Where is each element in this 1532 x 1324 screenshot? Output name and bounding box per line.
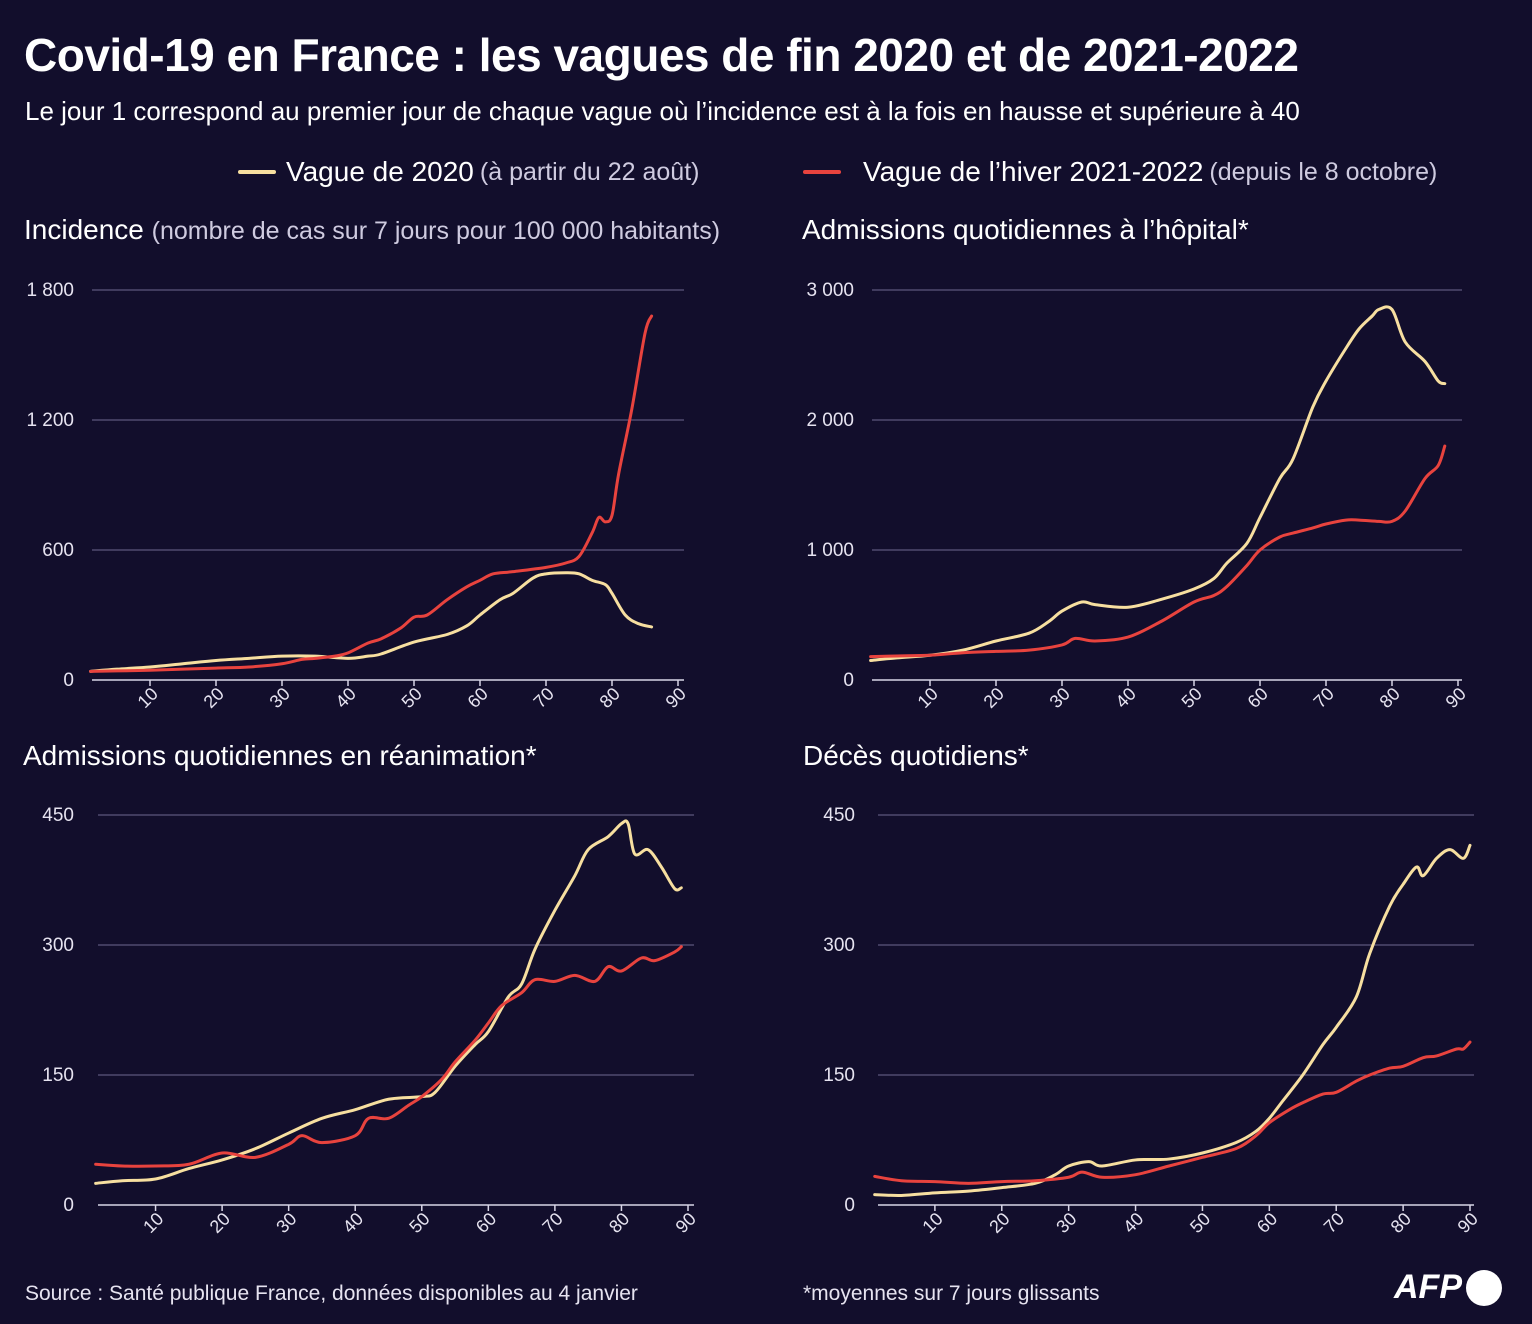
x-tick-label: 60 [1253, 1209, 1281, 1237]
chart-subtitle: Le jour 1 correspond au premier jour de … [25, 96, 1300, 126]
y-tick-label: 300 [42, 935, 74, 956]
x-tick-label: 90 [1442, 684, 1470, 712]
y-tick-label: 0 [844, 1195, 855, 1216]
x-tick-label: 50 [398, 684, 426, 712]
y-tick-label: 2 000 [806, 410, 854, 431]
x-tick-label: 40 [1112, 684, 1140, 712]
x-tick-label: 40 [332, 684, 360, 712]
x-tick-label: 30 [1046, 684, 1074, 712]
legend-swatch-2021 [803, 170, 841, 174]
x-tick-label: 70 [530, 684, 558, 712]
x-tick-label: 90 [1454, 1209, 1482, 1237]
x-tick-label: 50 [1186, 1209, 1214, 1237]
legend-detail: (depuis le 8 octobre) [1209, 157, 1438, 186]
y-tick-label: 150 [42, 1065, 74, 1086]
x-tick-label: 80 [596, 684, 624, 712]
x-tick-label: 60 [472, 1209, 500, 1237]
y-tick-label: 3 000 [806, 280, 854, 301]
y-tick-label: 600 [42, 540, 74, 561]
x-tick-label: 70 [1320, 1209, 1348, 1237]
x-tick-label: 20 [206, 1209, 234, 1237]
series-line-2020 [94, 819, 683, 1185]
x-tick-label: 90 [672, 1209, 700, 1237]
series-line-2021-2022 [89, 314, 654, 673]
x-tick-label: 10 [914, 684, 942, 712]
panel-title-main: Incidence [24, 214, 144, 245]
legend-detail: (à partir du 22 août) [479, 157, 700, 186]
x-tick-label: 30 [266, 684, 294, 712]
y-tick-label: 150 [823, 1065, 855, 1086]
x-tick-label: 40 [1119, 1209, 1147, 1237]
series-line-2021-2022 [94, 945, 683, 1168]
x-tick-label: 20 [980, 684, 1008, 712]
afp-logo-dot [1466, 1269, 1502, 1306]
x-tick-label: 80 [1376, 684, 1404, 712]
x-tick-label: 40 [339, 1209, 367, 1237]
legend-label: Vague de l’hiver 2021-2022 [863, 156, 1204, 187]
x-tick-label: 30 [272, 1209, 300, 1237]
series-line-2020 [869, 305, 1447, 662]
series-line-2021-2022 [869, 444, 1447, 659]
panel-title-detail: (nombre de cas sur 7 jours pour 100 000 … [151, 217, 721, 245]
x-tick-label: 10 [139, 1209, 167, 1237]
footnote: *moyennes sur 7 jours glissants [803, 1282, 1100, 1305]
y-tick-label: 0 [63, 1195, 74, 1216]
x-tick-label: 20 [985, 1209, 1013, 1237]
panel-title-incidence: Incidence (nombre de cas sur 7 jours pou… [24, 214, 720, 246]
series-line-2021-2022 [873, 1040, 1472, 1185]
panel-title-deaths: Décès quotidiens* [803, 740, 1029, 771]
x-tick-label: 70 [1310, 684, 1338, 712]
x-tick-label: 10 [134, 684, 162, 712]
x-tick-label: 20 [200, 684, 228, 712]
y-tick-label: 0 [63, 670, 74, 691]
x-tick-label: 80 [605, 1209, 633, 1237]
legend-label: Vague de 2020 [286, 156, 474, 187]
y-tick-label: 0 [843, 670, 854, 691]
x-tick-label: 60 [1244, 684, 1272, 712]
x-tick-label: 70 [538, 1209, 566, 1237]
legend-swatch-2020 [238, 170, 276, 174]
afp-logo: AFP [1394, 1268, 1502, 1307]
x-tick-label: 80 [1387, 1209, 1415, 1237]
panel-title-icu: Admissions quotidiennes en réanimation* [23, 740, 537, 771]
series-line-2020 [89, 571, 654, 673]
afp-logo-text: AFP [1394, 1268, 1462, 1306]
source-note: Source : Santé publique France, données … [25, 1282, 638, 1305]
y-tick-label: 1 000 [806, 540, 854, 561]
panel-title-hospital: Admissions quotidiennes à l’hôpital* [802, 214, 1249, 245]
x-tick-label: 50 [405, 1209, 433, 1237]
x-tick-label: 10 [918, 1209, 946, 1237]
series-line-2020 [873, 843, 1472, 1198]
x-tick-label: 90 [662, 684, 690, 712]
y-tick-label: 450 [42, 805, 74, 826]
legend-item-2020: Vague de 2020 (à partir du 22 août) [238, 156, 699, 188]
x-tick-label: 30 [1052, 1209, 1080, 1237]
legend-item-2021: Vague de l’hiver 2021-2022 (depuis le 8 … [803, 156, 1437, 188]
y-tick-label: 450 [823, 805, 855, 826]
y-tick-label: 300 [823, 935, 855, 956]
x-tick-label: 60 [464, 684, 492, 712]
chart-title: Covid-19 en France : les vagues de fin 2… [24, 29, 1299, 81]
y-tick-label: 1 800 [26, 280, 74, 301]
y-tick-label: 1 200 [26, 410, 74, 431]
x-tick-label: 50 [1178, 684, 1206, 712]
